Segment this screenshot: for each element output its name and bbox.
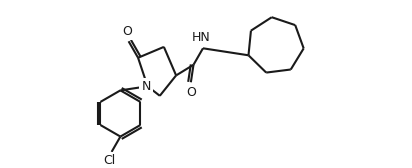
Text: Cl: Cl	[103, 154, 115, 167]
Text: O: O	[122, 25, 132, 38]
Text: N: N	[142, 80, 151, 93]
Text: O: O	[186, 86, 196, 98]
Text: HN: HN	[192, 31, 211, 44]
